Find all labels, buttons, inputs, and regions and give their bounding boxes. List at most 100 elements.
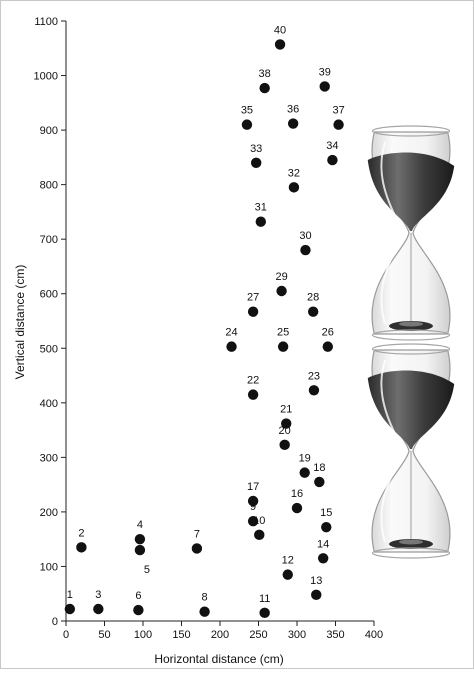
y-tick-label: 1000 (34, 71, 58, 83)
x-tick-label: 300 (288, 629, 306, 641)
y-tick-label: 1100 (34, 16, 58, 28)
y-tick-label: 500 (40, 343, 58, 355)
point-label: 32 (288, 167, 300, 179)
data-point-39 (319, 81, 330, 92)
point-label: 7 (194, 528, 200, 540)
data-point-4 (134, 533, 146, 545)
y-axis-label: Vertical distance (cm) (13, 265, 27, 380)
y-tick-label: 800 (40, 180, 58, 192)
data-point-34 (327, 154, 338, 166)
data-point-3 (93, 603, 104, 615)
point-label: 1 (67, 589, 73, 601)
point-label: 38 (259, 68, 271, 80)
point-label: 5 (144, 564, 150, 576)
data-point-30 (300, 244, 311, 256)
data-point-10 (254, 529, 265, 541)
data-point-24 (226, 341, 237, 352)
x-tick-label: 350 (326, 629, 344, 641)
point-label: 36 (287, 104, 299, 116)
y-tick-label: 600 (40, 289, 58, 301)
x-tick-label: 100 (134, 629, 152, 641)
data-point-36 (287, 118, 299, 129)
x-tick-label: 50 (98, 629, 110, 641)
y-tick-label: 0 (52, 616, 58, 628)
data-point-28 (307, 306, 319, 317)
point-label: 17 (247, 481, 259, 493)
data-point-20 (279, 439, 290, 451)
point-label: 21 (280, 404, 292, 416)
y-tick-label: 400 (40, 398, 58, 410)
x-tick-label: 150 (172, 629, 190, 641)
data-point-33 (250, 157, 262, 169)
point-label: 24 (225, 327, 237, 339)
point-label: 25 (277, 327, 289, 339)
point-label: 39 (319, 66, 331, 78)
y-tick-label: 900 (40, 125, 58, 137)
point-label: 10 (253, 515, 265, 527)
point-label: 29 (275, 271, 287, 283)
data-point-1 (64, 603, 76, 615)
data-point-21 (281, 418, 292, 429)
point-label: 15 (320, 507, 332, 519)
point-label: 4 (137, 519, 143, 531)
point-label: 26 (322, 327, 334, 339)
data-point-13 (311, 589, 322, 601)
y-tick-label: 300 (40, 452, 58, 464)
data-point-6 (133, 604, 144, 616)
point-label: 19 (299, 453, 311, 465)
point-label: 6 (135, 590, 141, 602)
point-label: 23 (308, 370, 320, 382)
data-point-9 (247, 515, 259, 527)
data-point-2 (76, 542, 87, 553)
point-label: 9 (250, 501, 256, 513)
data-point-32 (288, 182, 300, 193)
point-label: 8 (202, 592, 208, 604)
point-label: 31 (255, 202, 267, 214)
data-point-35 (241, 119, 253, 130)
data-point-27 (247, 306, 259, 317)
data-point-25 (277, 341, 289, 352)
data-point-16 (291, 502, 303, 514)
point-label: 30 (299, 230, 311, 242)
data-point-40 (274, 39, 286, 50)
x-axis-label: Horizontal distance (cm) (154, 652, 283, 666)
point-label: 14 (317, 538, 329, 550)
data-point-37 (333, 119, 344, 130)
point-label: 2 (78, 527, 84, 539)
x-tick-label: 0 (63, 629, 69, 641)
point-label: 37 (332, 105, 344, 117)
data-point-31 (255, 216, 267, 227)
data-point-26 (322, 341, 333, 352)
data-point-15 (321, 521, 332, 533)
point-label: 28 (307, 292, 319, 304)
y-tick-label: 700 (40, 234, 58, 246)
data-point-5 (134, 544, 146, 556)
data-point-7 (191, 543, 203, 554)
data-point-11 (259, 607, 270, 619)
data-point-18 (314, 476, 325, 488)
x-tick-label: 200 (211, 629, 229, 641)
data-point-22 (247, 389, 259, 400)
hourglass-decorations (367, 125, 455, 559)
data-point-8 (199, 606, 210, 617)
point-label: 12 (282, 555, 294, 567)
point-label: 13 (310, 575, 322, 587)
hourglass-icon-bottom (367, 343, 455, 559)
y-tick-label: 200 (40, 507, 58, 519)
point-label: 16 (291, 488, 303, 500)
point-label: 35 (241, 105, 253, 117)
point-label: 27 (247, 292, 259, 304)
y-tick-label: 100 (40, 561, 58, 573)
data-point-12 (282, 569, 293, 580)
point-label: 11 (259, 593, 270, 605)
x-tick-label: 400 (365, 629, 383, 641)
data-point-14 (317, 553, 329, 564)
data-point-38 (259, 82, 270, 94)
point-label: 18 (313, 462, 325, 474)
data-point-17 (247, 495, 259, 507)
data-point-19 (299, 467, 310, 478)
